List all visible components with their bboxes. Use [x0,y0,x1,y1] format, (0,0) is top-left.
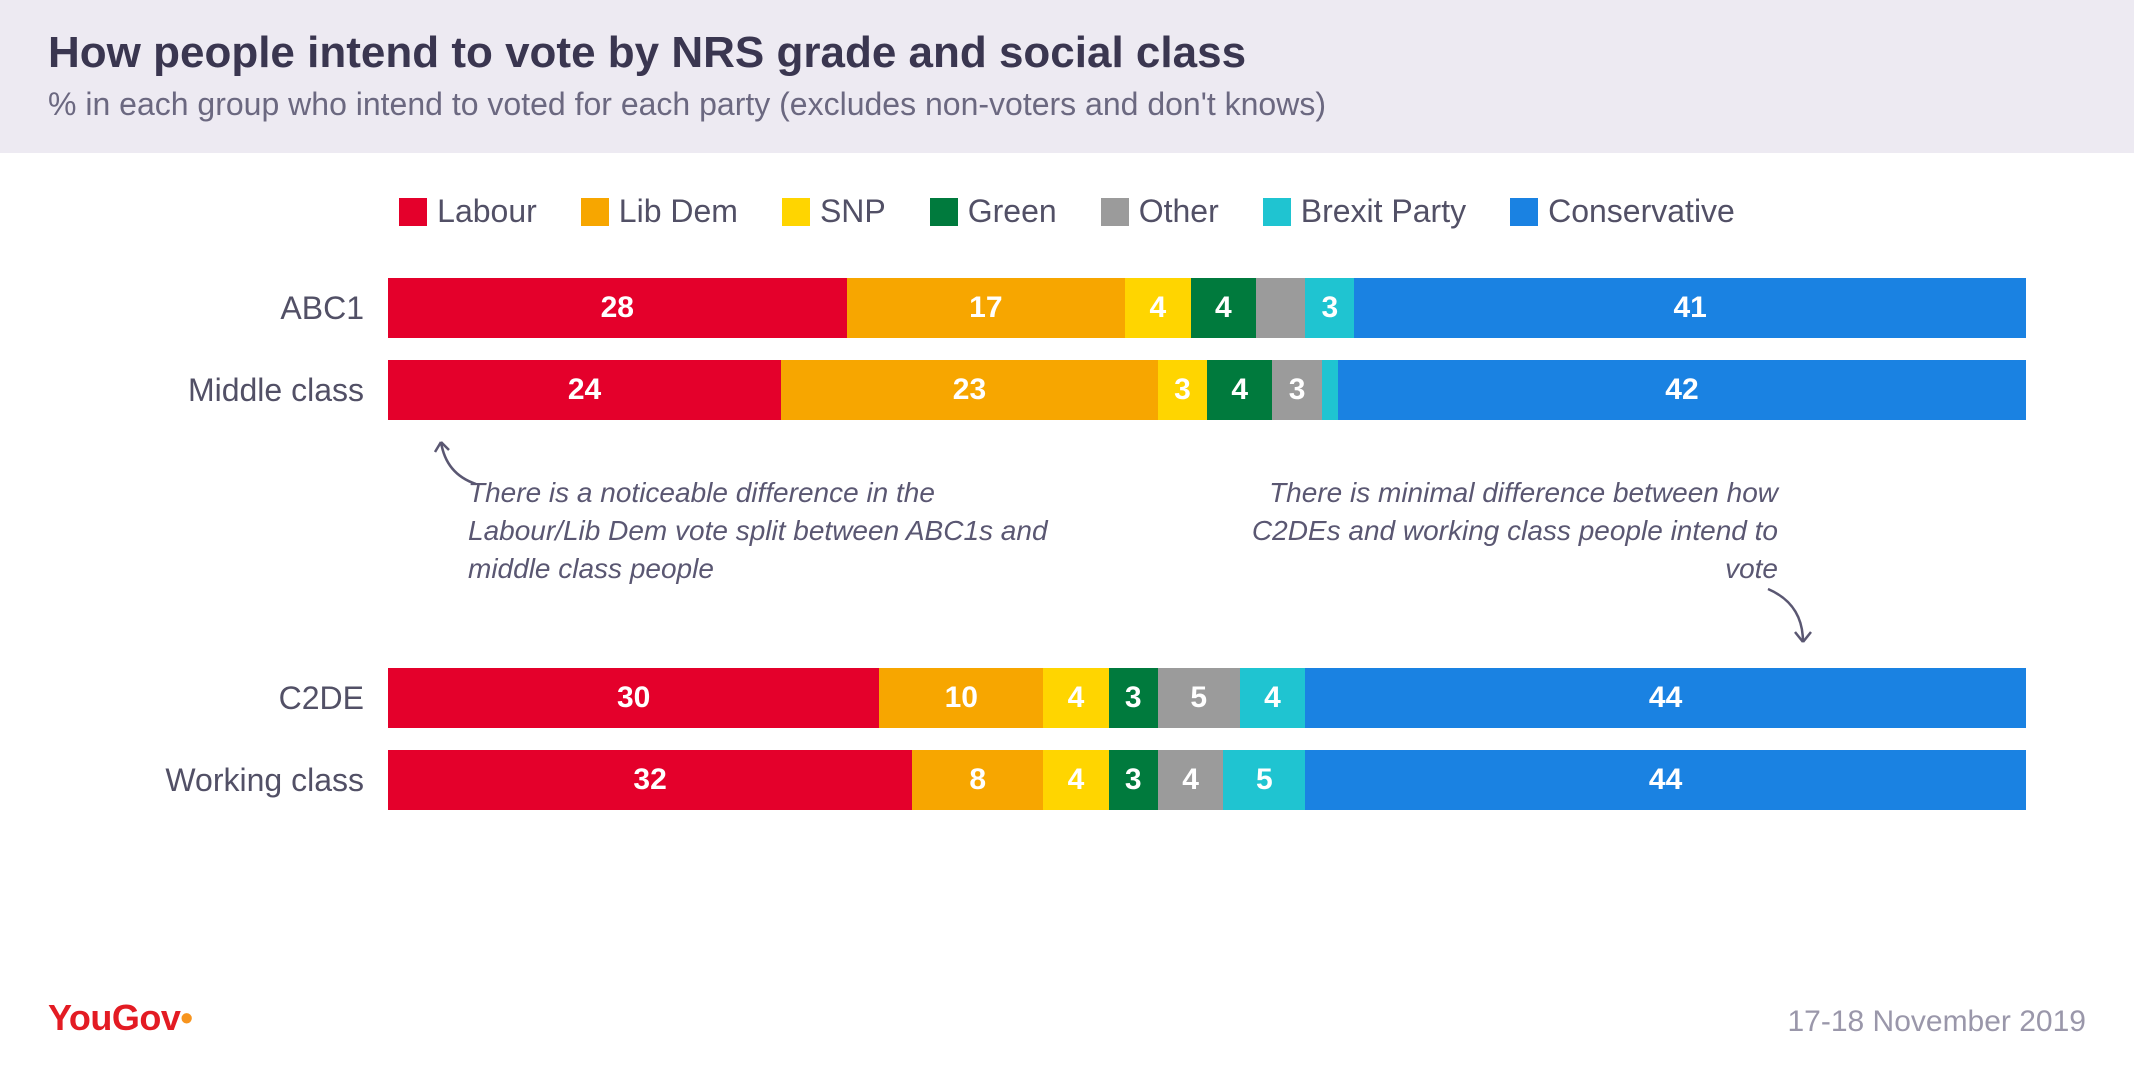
row-group: C2DE3010435444Working class328434544 [48,668,2086,810]
legend-label: Conservative [1548,193,1735,230]
bar-segment: 44 [1305,668,2026,728]
bar-segment: 4 [1043,750,1109,810]
bar-segment: 24 [388,360,781,420]
bar-segment [1256,278,1305,338]
annotation-arrow-right-icon [1748,584,1828,654]
chart-subtitle: % in each group who intend to voted for … [48,86,2086,123]
bar-segment: 4 [1207,360,1273,420]
annotations: There is a noticeable difference in the … [48,444,2086,644]
bar-segment: 28 [388,278,847,338]
legend-swatch [1510,198,1538,226]
header: How people intend to vote by NRS grade a… [0,0,2134,153]
bar-segment: 4 [1125,278,1191,338]
bar-segment: 3 [1272,360,1321,420]
bar-segment: 4 [1158,750,1224,810]
bar-segment [1322,360,1338,420]
bar-row: Middle class242334342 [48,360,2086,420]
legend-swatch [581,198,609,226]
legend-item: Lib Dem [581,193,738,230]
bar-row: ABC1281744341 [48,278,2086,338]
chart-area: Labour Lib Dem SNP Green Other Brexit Party Co… [0,153,2134,810]
chart-title: How people intend to vote by NRS grade a… [48,28,2086,78]
annotation-right: There is minimal difference between how … [1218,474,1778,587]
annotation-left: There is a noticeable difference in the … [468,474,1068,587]
bar-segment: 4 [1240,668,1306,728]
legend-swatch [782,198,810,226]
bar-segment: 30 [388,668,879,728]
row-label: Middle class [48,372,388,409]
bar-segment: 3 [1305,278,1354,338]
legend-label: Brexit Party [1301,193,1466,230]
bar-segment: 32 [388,750,912,810]
legend-item: Labour [399,193,537,230]
bar-segment: 8 [912,750,1043,810]
stacked-bar: 328434544 [388,750,2026,810]
bar-segment: 10 [879,668,1043,728]
row-label: C2DE [48,680,388,717]
legend-label: SNP [820,193,886,230]
legend-swatch [930,198,958,226]
legend-item: Green [930,193,1057,230]
legend-label: Lib Dem [619,193,738,230]
legend-swatch [1101,198,1129,226]
bar-row: C2DE3010435444 [48,668,2086,728]
bar-segment: 41 [1354,278,2026,338]
legend-item: Brexit Party [1263,193,1466,230]
stacked-bar: 242334342 [388,360,2026,420]
row-group: ABC1281744341Middle class242334342 [48,278,2086,420]
footer: YouGov• 17-18 November 2019 [48,997,2086,1039]
bar-segment: 17 [847,278,1125,338]
bar-segment: 5 [1223,750,1305,810]
bar-segment: 3 [1158,360,1207,420]
legend-label: Green [968,193,1057,230]
bar-segment: 42 [1338,360,2026,420]
bar-segment: 44 [1305,750,2026,810]
legend: Labour Lib Dem SNP Green Other Brexit Party Co… [48,193,2086,230]
legend-label: Labour [437,193,537,230]
legend-swatch [399,198,427,226]
yougov-logo: YouGov• [48,997,192,1039]
bar-segment: 5 [1158,668,1240,728]
legend-swatch [1263,198,1291,226]
legend-item: Conservative [1510,193,1735,230]
rows-container: ABC1281744341Middle class242334342There … [48,278,2086,810]
row-label: ABC1 [48,290,388,327]
bar-segment: 4 [1191,278,1257,338]
bar-row: Working class328434544 [48,750,2086,810]
stacked-bar: 3010435444 [388,668,2026,728]
bar-segment: 4 [1043,668,1109,728]
row-label: Working class [48,762,388,799]
legend-item: SNP [782,193,886,230]
bar-segment: 3 [1109,750,1158,810]
bar-segment: 3 [1109,668,1158,728]
bar-segment: 23 [781,360,1158,420]
legend-item: Other [1101,193,1219,230]
date-label: 17-18 November 2019 [1787,1005,2086,1039]
stacked-bar: 281744341 [388,278,2026,338]
legend-label: Other [1139,193,1219,230]
